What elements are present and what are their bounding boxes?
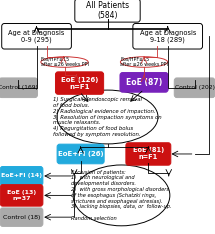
- FancyBboxPatch shape: [75, 0, 140, 22]
- Text: EoE+FI (26): EoE+FI (26): [58, 151, 103, 157]
- FancyBboxPatch shape: [120, 73, 168, 92]
- Text: EoE (126)
n=F1: EoE (126) n=F1: [61, 77, 98, 90]
- Text: Control (169): Control (169): [0, 85, 38, 90]
- Ellipse shape: [57, 90, 158, 144]
- FancyBboxPatch shape: [0, 167, 43, 185]
- Text: Age at Diagnosis
0-9 (295): Age at Diagnosis 0-9 (295): [8, 29, 65, 43]
- Text: Control (18): Control (18): [3, 215, 40, 220]
- FancyBboxPatch shape: [2, 23, 71, 49]
- Text: Control (202): Control (202): [175, 85, 215, 90]
- Text: EoE (87): EoE (87): [126, 78, 162, 87]
- Text: Eos/HPF≥15
after ≥26 weeks PPI: Eos/HPF≥15 after ≥26 weeks PPI: [120, 57, 168, 67]
- FancyBboxPatch shape: [133, 23, 203, 49]
- Text: Age at Diagnosis
9-18 (289): Age at Diagnosis 9-18 (289): [140, 29, 196, 43]
- Ellipse shape: [41, 57, 88, 67]
- Text: EoE (81)
n=F1: EoE (81) n=F1: [133, 147, 164, 161]
- Text: EoE (13)
n=37: EoE (13) n=37: [7, 190, 36, 201]
- FancyBboxPatch shape: [57, 144, 104, 164]
- FancyBboxPatch shape: [126, 143, 171, 165]
- FancyBboxPatch shape: [0, 185, 43, 206]
- FancyBboxPatch shape: [0, 208, 43, 227]
- Ellipse shape: [73, 165, 170, 226]
- Text: EoE+FI (14): EoE+FI (14): [1, 173, 42, 179]
- Text: All Patients
(584): All Patients (584): [86, 1, 129, 20]
- Text: Eos/HPF≥15
after ≥26 weeks PPI: Eos/HPF≥15 after ≥26 weeks PPI: [41, 57, 88, 67]
- FancyBboxPatch shape: [0, 78, 37, 98]
- Ellipse shape: [120, 57, 168, 67]
- FancyBboxPatch shape: [174, 78, 215, 98]
- FancyBboxPatch shape: [55, 72, 104, 94]
- Text: 1) Surgically/endoscopic removal
of food bolus.
2) Radiological evidence of impa: 1) Surgically/endoscopic removal of food…: [53, 97, 162, 137]
- Text: Exclusion of patients:
1)  with neurological and
developmental disorders.
2)  wi: Exclusion of patients: 1) with neurologi…: [71, 170, 172, 221]
